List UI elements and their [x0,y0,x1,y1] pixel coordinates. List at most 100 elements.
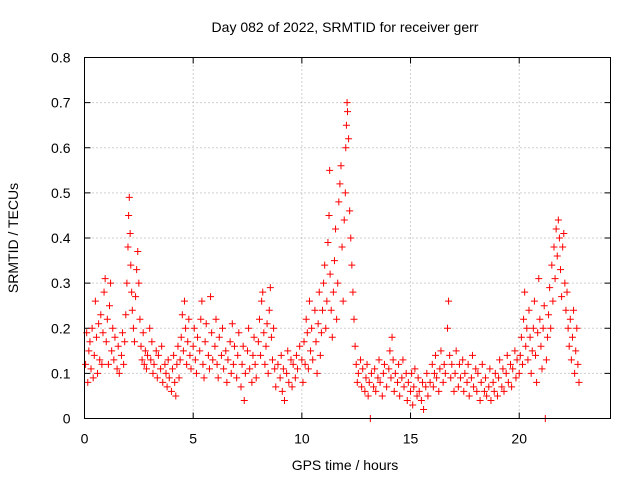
data-point [527,369,535,377]
y-tick-label: 0.3 [51,275,71,291]
data-point [376,378,384,386]
y-tick-label: 0.2 [51,320,71,336]
data-point [474,369,482,377]
data-point [259,288,267,296]
data-point [252,374,260,382]
data-point [548,261,556,269]
data-point [235,329,243,337]
data-point [551,275,559,283]
data-point [321,261,329,269]
data-point [213,360,221,368]
data-point [105,302,113,310]
data-point [450,387,458,395]
data-point [517,333,525,341]
data-point [443,324,451,332]
data-point [137,342,145,350]
data-point [152,347,160,355]
data-point [445,297,453,305]
data-point [417,396,425,404]
data-point [398,374,406,382]
data-point [568,333,576,341]
data-point [171,378,179,386]
data-point [362,374,370,382]
data-point [554,216,562,224]
data-point [262,342,270,350]
data-point [478,360,486,368]
data-point [326,270,334,278]
data-point [364,392,372,400]
data-point [326,166,334,174]
data-point [485,383,493,391]
data-point [557,266,565,274]
data-point [538,365,546,373]
data-point [284,347,292,355]
data-point [385,365,393,373]
data-point [192,369,200,377]
data-point [291,374,299,382]
data-point [349,288,357,296]
data-point [563,288,571,296]
data-point [422,383,430,391]
data-point [260,329,268,337]
data-point [148,338,156,346]
data-point [186,351,194,359]
data-point [407,387,415,395]
data-point [388,333,396,341]
data-point [86,338,94,346]
data-point [98,360,106,368]
data-point [199,360,207,368]
data-point [180,297,188,305]
data-point [153,374,161,382]
data-point [202,320,210,328]
data-point [194,333,202,341]
data-point [521,288,529,296]
data-point [209,356,217,364]
data-point [346,207,354,215]
data-point [480,387,488,395]
data-point [420,405,428,413]
data-point [164,356,172,364]
data-point [161,360,169,368]
data-point [476,396,484,404]
data-point [120,360,128,368]
data-point [147,356,155,364]
data-point [491,369,499,377]
data-point [122,311,130,319]
data-point [266,284,274,292]
data-point [512,374,520,382]
data-point [229,360,237,368]
data-point [132,293,140,301]
data-point [124,243,132,251]
data-point [435,387,443,395]
data-point [263,320,271,328]
x-tick-label: 0 [81,431,89,447]
data-point [343,99,351,107]
data-point [324,239,332,247]
data-point [303,329,311,337]
data-point [432,351,440,359]
data-point [436,365,444,373]
data-point [539,324,547,332]
x-tick-label: 20 [511,431,527,447]
data-point [87,365,95,373]
data-point [574,360,582,368]
data-point [447,374,455,382]
data-point [142,365,150,373]
data-point [99,329,107,337]
data-point [329,288,337,296]
y-tick-label: 0.7 [51,95,71,111]
data-point [379,369,387,377]
data-point [459,356,467,364]
data-point [197,315,205,323]
data-point [372,387,380,395]
data-point [573,324,581,332]
data-point [387,374,395,382]
data-point [251,360,259,368]
data-point [167,387,175,395]
data-point [140,360,148,368]
data-point [570,306,578,314]
data-point [457,374,465,382]
data-point [95,320,103,328]
y-tick-label: 0.5 [51,185,71,201]
y-tick-label: 0 [63,411,71,427]
